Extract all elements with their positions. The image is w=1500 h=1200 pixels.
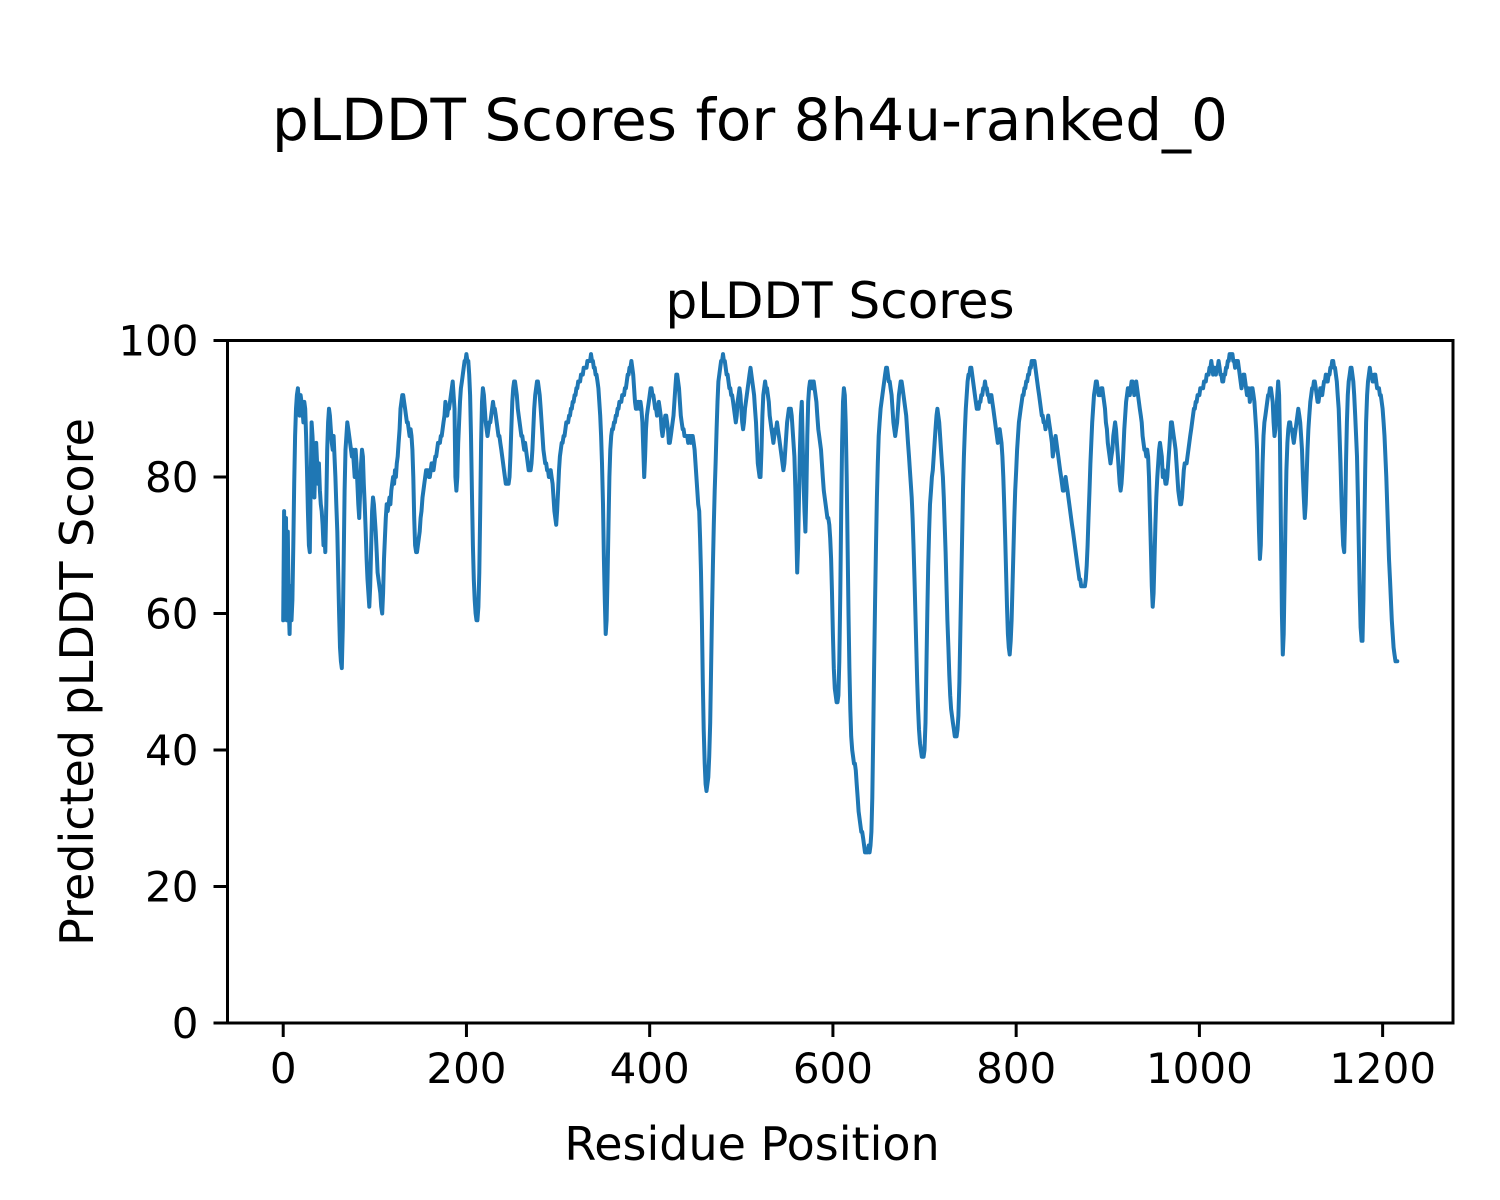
y-tick-label: 80: [145, 453, 198, 502]
x-tick-label: 200: [426, 1044, 506, 1093]
x-tick-label: 600: [793, 1044, 873, 1093]
y-tick-label: 60: [145, 590, 198, 639]
axes-title: pLDDT Scores: [665, 272, 1014, 330]
y-tick-label: 20: [145, 863, 198, 912]
y-tick-label: 40: [145, 726, 198, 775]
x-tick-label: 1000: [1146, 1044, 1253, 1093]
plot-frame: [226, 339, 1455, 1025]
y-tick-label: 100: [118, 317, 198, 366]
x-tick-label: 1200: [1329, 1044, 1436, 1093]
x-tick-label: 400: [610, 1044, 690, 1093]
x-axis-ticks: 0 200 400 600 800 1000 1200: [270, 1023, 1436, 1093]
y-tick-label: 0: [172, 999, 199, 1048]
x-tick-label: 0: [270, 1044, 297, 1093]
plddt-line: [281, 352, 1400, 855]
y-axis-label: Predicted pLDDT Score: [50, 418, 104, 946]
x-axis-label: Residue Position: [564, 1117, 939, 1171]
x-tick-label: 800: [976, 1044, 1056, 1093]
figure-title: pLDDT Scores for 8h4u-ranked_0: [272, 86, 1228, 154]
y-axis-ticks: 0 20 40 60 80 100: [118, 317, 228, 1048]
